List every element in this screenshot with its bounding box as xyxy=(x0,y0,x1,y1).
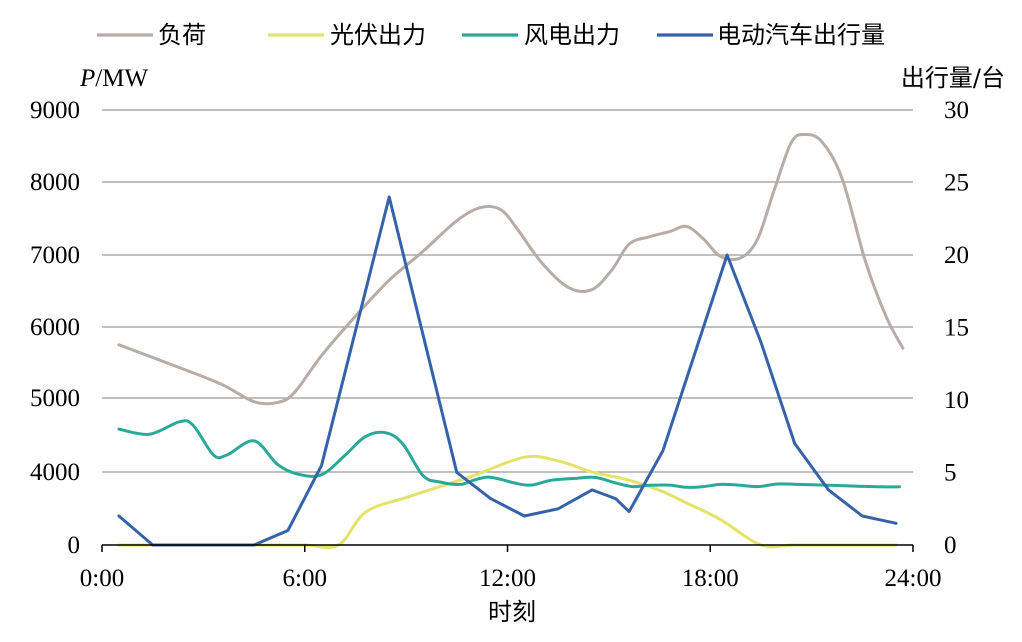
y-right-tick-label: 20 xyxy=(944,242,969,269)
x-tick-labels: 0:00 6:00 12:00 18:00 24:00 xyxy=(80,565,942,592)
y-right-tick-label: 30 xyxy=(944,97,969,124)
y-right-tick-labels: 0 5 10 15 20 25 30 xyxy=(944,97,969,559)
y-left-tick-label: 8000 xyxy=(30,169,80,196)
legend-label: 负荷 xyxy=(158,21,206,49)
y-left-tick-label: 6000 xyxy=(30,314,80,341)
y-right-tick-label: 25 xyxy=(944,170,969,197)
y-left-tick-label: 4000 xyxy=(30,459,80,486)
y-axis-left-label: P/MW xyxy=(79,65,148,92)
series-line-4 xyxy=(117,195,898,547)
y-right-tick-label: 15 xyxy=(944,315,969,342)
y-left-tick-labels: 0 4000 5000 6000 7000 8000 9000 xyxy=(30,97,80,559)
series-line-3 xyxy=(117,419,901,489)
y-left-tick-label: 9000 xyxy=(30,97,80,124)
legend-label: 电动汽车出行量 xyxy=(717,21,885,49)
y-right-tick-label: 10 xyxy=(944,387,969,414)
x-tick-label: 12:00 xyxy=(479,565,536,592)
gridlines xyxy=(102,109,913,473)
y-left-tick-label: 0 xyxy=(68,532,81,559)
x-tick-label: 6:00 xyxy=(283,565,327,592)
x-axis-label: 时刻 xyxy=(488,598,536,626)
axes xyxy=(101,544,914,552)
legend-label: 光伏出力 xyxy=(330,21,426,49)
series-line-1 xyxy=(117,132,905,406)
series-lines xyxy=(117,132,905,549)
x-tick-label: 24:00 xyxy=(885,565,942,592)
x-tick-label: 0:00 xyxy=(80,565,124,592)
y-left-tick-label: 5000 xyxy=(30,385,80,412)
legend: 负荷 光伏出力 风电出力 电动汽车出行量 xyxy=(97,21,885,49)
y-right-tick-label: 5 xyxy=(944,460,957,487)
series-line-2 xyxy=(117,454,898,549)
y-axis-left-label-rest: /MW xyxy=(95,65,148,92)
x-tick-label: 18:00 xyxy=(682,565,739,592)
legend-label: 风电出力 xyxy=(524,21,620,49)
y-left-tick-label: 7000 xyxy=(30,242,80,269)
y-right-tick-label: 0 xyxy=(944,532,957,559)
y-axis-left-label-italic: P xyxy=(79,65,95,92)
y-axis-right-label: 出行量/台 xyxy=(901,64,1005,92)
